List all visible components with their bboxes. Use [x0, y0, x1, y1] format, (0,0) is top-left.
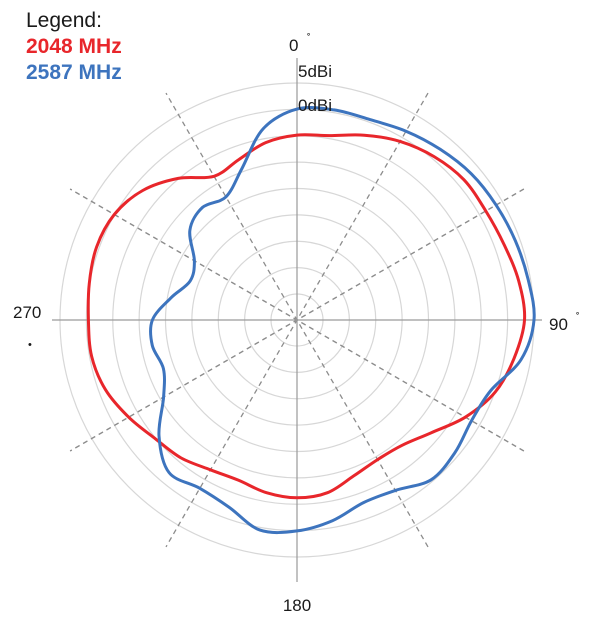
- series-line-2587-mhz: [149, 106, 536, 535]
- angle-label-270: 270: [13, 303, 41, 322]
- angle-label-90: 90: [549, 315, 568, 334]
- radial-label-0dbi: 0dBi: [298, 96, 332, 115]
- legend-title: Legend:: [26, 9, 102, 32]
- legend-entry-2587mhz: 2587 MHz: [26, 61, 122, 84]
- chart-legend: Legend: 2048 MHz 2587 MHz: [26, 8, 122, 86]
- angle-label-270-degree: •: [28, 339, 32, 351]
- legend-entry-2048mhz: 2048 MHz: [26, 35, 122, 58]
- angle-label-0-degree: ˚: [307, 33, 311, 45]
- series-line-2048-mhz: [86, 133, 527, 500]
- radial-label-5dbi: 5dBi: [298, 62, 332, 81]
- angle-label-90-degree: ˚: [576, 312, 580, 324]
- angle-label-180: 180: [283, 596, 311, 615]
- angle-label-0: 0: [289, 36, 298, 55]
- data-series: [86, 106, 536, 535]
